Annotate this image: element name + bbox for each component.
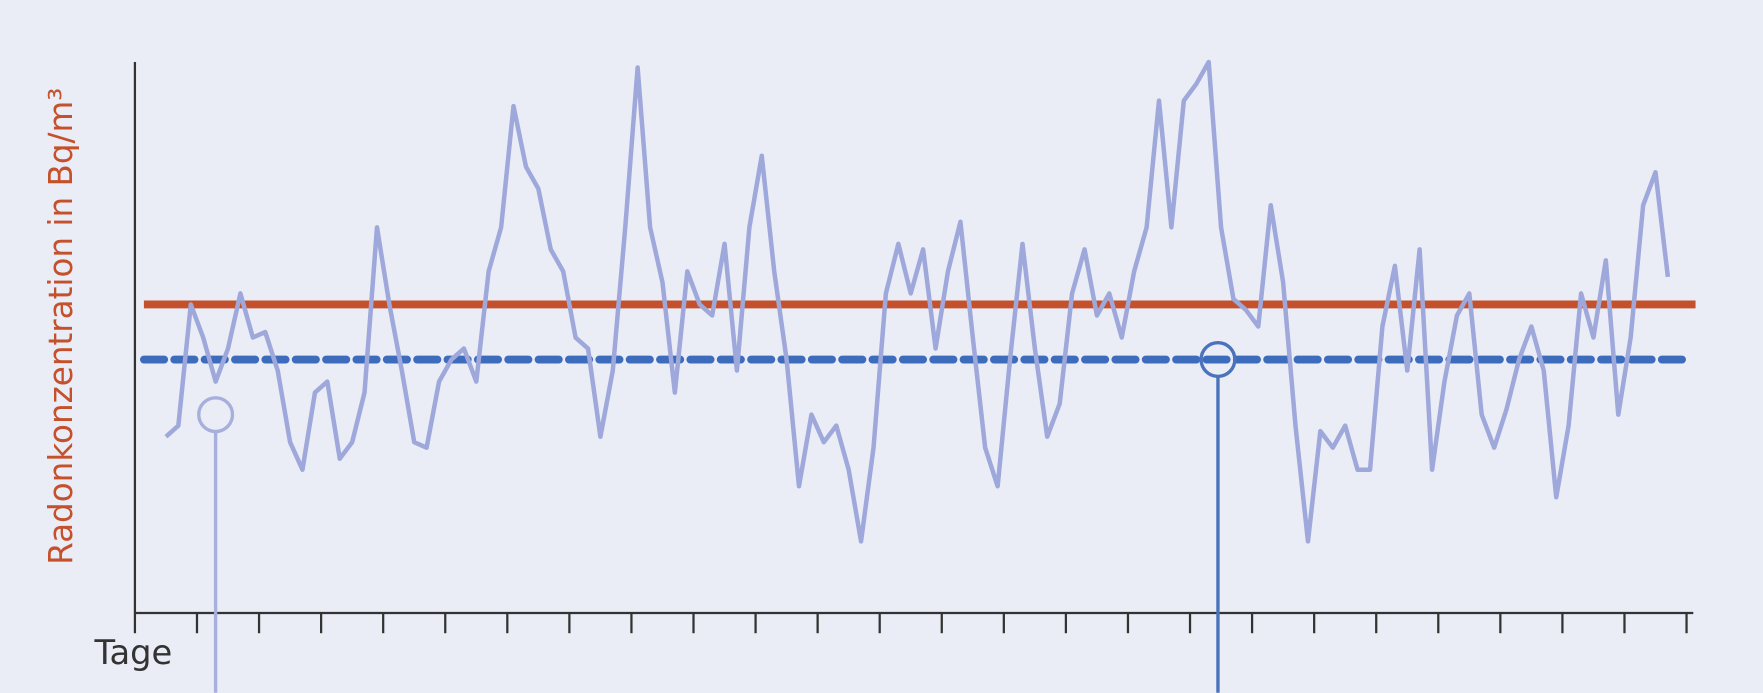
y-axis-label: Radonkonzentration in Bq/m³ bbox=[42, 88, 80, 565]
data-line bbox=[164, 59, 1671, 544]
marker bbox=[1199, 340, 1237, 379]
marker bbox=[197, 396, 235, 434]
x-axis-label: Tage bbox=[93, 633, 172, 672]
